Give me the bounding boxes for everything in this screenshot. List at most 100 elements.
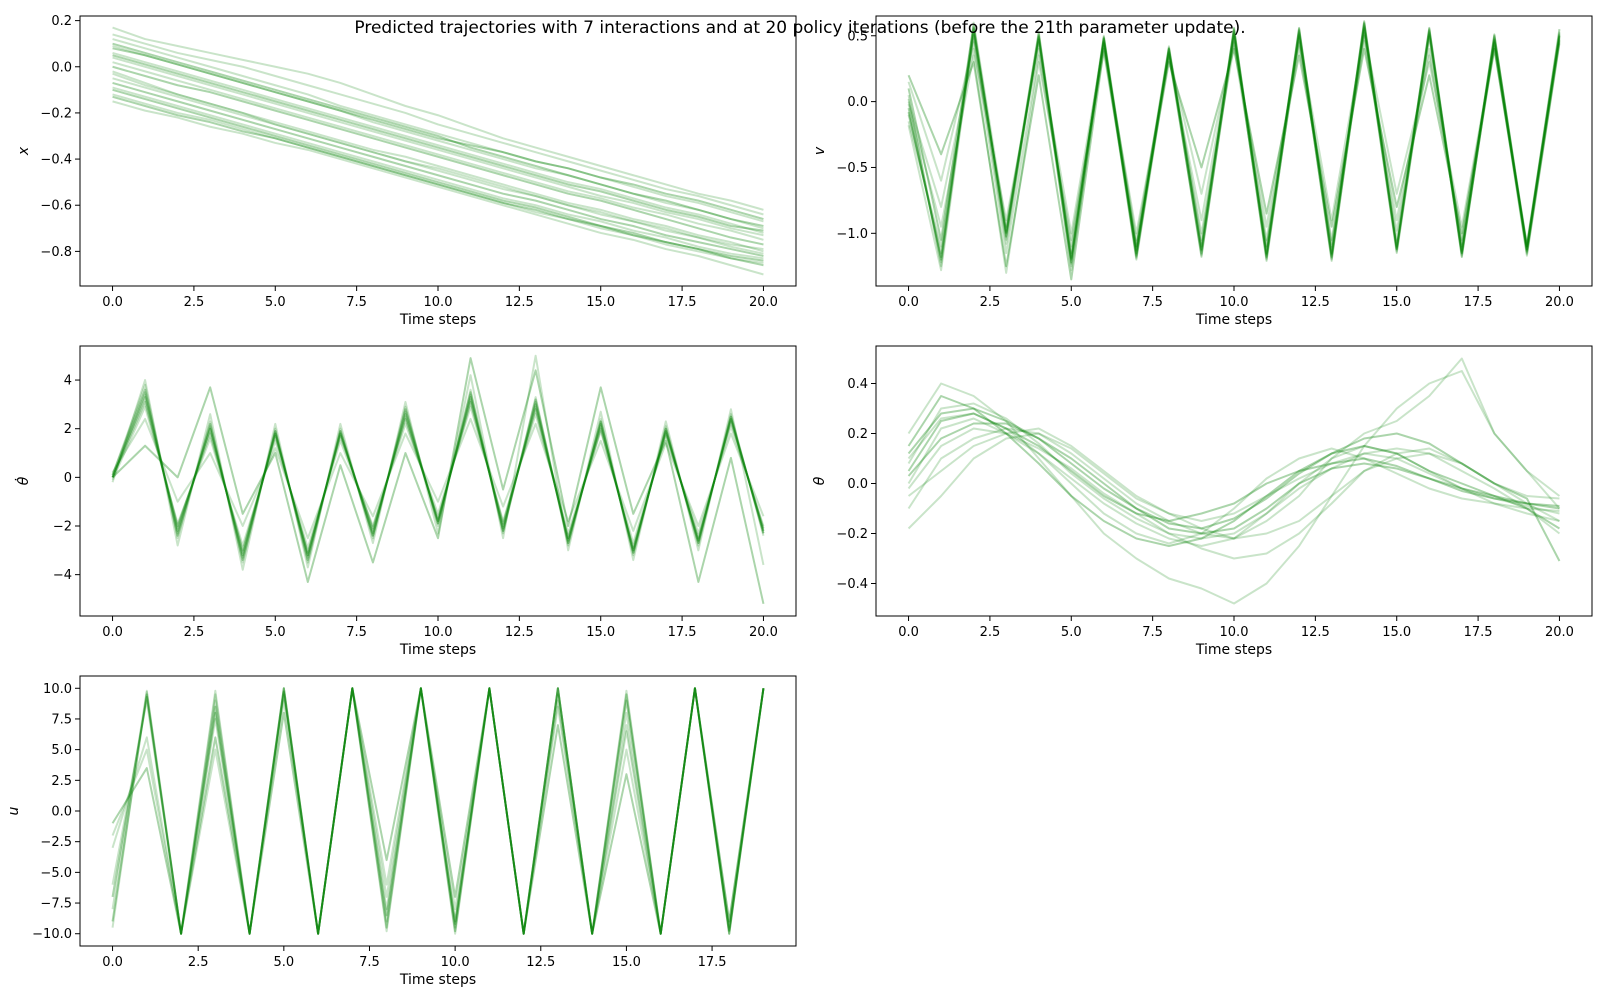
series-line-7: [907, 26, 1561, 272]
y-tick-label: −0.4: [836, 577, 868, 592]
y-tick-label: −4: [53, 568, 72, 583]
x-tick-label: 0.0: [102, 295, 123, 310]
series-line-1: [907, 21, 1561, 268]
x-tick-label: 0.0: [102, 955, 123, 970]
x-tick-label: 10.0: [1220, 625, 1249, 640]
series-line-2: [111, 687, 765, 935]
series-line-16: [112, 45, 764, 230]
x-axis-label: Time steps: [399, 312, 476, 328]
x-tick-label: 15.0: [586, 625, 615, 640]
x-tick-label: 20.0: [1545, 295, 1574, 310]
y-axis-label: v: [812, 146, 828, 155]
y-tick-label: 0.5: [847, 29, 868, 44]
series-line-0: [111, 687, 765, 935]
x-tick-label: 2.5: [184, 625, 205, 640]
series-line-9: [907, 422, 1561, 562]
x-tick-label: 17.5: [1464, 625, 1493, 640]
series-line-3: [111, 357, 765, 605]
y-tick-label: 0: [64, 471, 72, 486]
series-line-2: [907, 357, 1561, 540]
x-tick-label: 15.0: [1382, 295, 1411, 310]
subplot-v: 0.0 2.5 5.0 7.5 10.0 12.5 15.0 17.5 20.0 0.5 0.0 −0…: [812, 15, 1593, 328]
y-tick-label: 0.0: [847, 95, 868, 110]
series-group: [111, 687, 765, 935]
series-line-9: [112, 42, 764, 227]
y-tick-label: −7.5: [40, 897, 72, 912]
y-tick-label: −0.8: [40, 245, 72, 260]
series-line-2: [112, 100, 764, 276]
series-line-5: [111, 417, 765, 540]
x-tick-label: 12.5: [505, 625, 534, 640]
x-tick-label: 10.0: [1220, 295, 1249, 310]
x-tick-label: 15.0: [612, 955, 641, 970]
series-line-3: [112, 47, 764, 221]
x-axis-label: Time steps: [399, 642, 476, 658]
axes-frame: [79, 345, 797, 617]
x-tick-label: 5.0: [273, 955, 294, 970]
series-line-5: [111, 687, 765, 935]
y-tick-label: −0.6: [40, 199, 72, 214]
series-line-11: [907, 31, 1561, 274]
series-line-6: [112, 88, 764, 267]
y-tick-label: 0.0: [51, 60, 72, 75]
series-line-8: [112, 70, 764, 253]
x-tick-label: 7.5: [346, 625, 367, 640]
series-line-1: [112, 26, 764, 211]
x-tick-label: 10.0: [424, 295, 453, 310]
y-axis-label: θ̇: [14, 476, 32, 485]
y-tick-label: −0.2: [40, 106, 72, 121]
y-tick-label: −2.5: [40, 835, 72, 850]
series-line-5: [907, 34, 1561, 248]
axes-frame: [875, 345, 1593, 617]
x-tick-label: 15.0: [1382, 625, 1411, 640]
series-line-3: [907, 407, 1560, 535]
y-tick-label: 4: [64, 374, 72, 389]
figure-title: Predicted trajectories with 7 interactio…: [354, 18, 1245, 38]
series-line-1: [111, 383, 765, 564]
x-tick-label: 17.5: [1464, 295, 1493, 310]
x-tick-label: 15.0: [586, 295, 615, 310]
y-tick-label: 10.0: [43, 682, 72, 697]
y-tick-label: 2: [64, 422, 72, 437]
y-axis-label: u: [6, 806, 22, 815]
y-axis-label: x: [16, 146, 32, 156]
y-tick-label: 5.0: [51, 743, 72, 758]
series-line-8: [907, 32, 1561, 255]
series-line-10: [907, 427, 1560, 560]
series-line-2: [111, 405, 765, 549]
series-line-2: [907, 24, 1561, 255]
y-tick-label: 0.2: [847, 427, 868, 442]
series-line-0: [907, 21, 1561, 261]
x-tick-label: 17.5: [668, 625, 697, 640]
series-line-6: [111, 687, 765, 935]
y-tick-label: 0.0: [847, 477, 868, 492]
series-line-5: [907, 417, 1560, 547]
x-tick-label: 2.5: [184, 295, 205, 310]
x-tick-label: 10.0: [441, 955, 470, 970]
y-tick-label: −2: [53, 520, 72, 535]
series-line-1: [907, 370, 1561, 605]
series-line-4: [112, 77, 764, 255]
x-tick-label: 7.5: [346, 295, 367, 310]
subplot-theta-dot: 0.0 2.5 5.0 7.5 10.0 12.5 15.0 17.5 20.0 4 2 0 −2 −4 T…: [14, 345, 797, 658]
subplot-x: 0.0 2.5 5.0 7.5 10.0 12.5 15.0 17.5 20.0 0.2 0.0 −0…: [16, 14, 797, 328]
x-tick-label: 2.5: [980, 295, 1001, 310]
series-line-1: [111, 687, 765, 935]
y-tick-label: 7.5: [51, 712, 72, 727]
x-tick-label: 20.0: [749, 625, 778, 640]
y-tick-label: 0.4: [847, 377, 868, 392]
x-tick-label: 5.0: [265, 295, 286, 310]
x-tick-label: 5.0: [1061, 295, 1082, 310]
x-tick-label: 7.5: [1142, 625, 1163, 640]
x-tick-label: 2.5: [188, 955, 209, 970]
series-line-0: [111, 396, 765, 557]
series-line-6: [111, 400, 765, 554]
subplot-u: 0.0 2.5 5.0 7.5 10.0 12.5 15.0 17.5 10.0 7.5 5.0 2.…: [6, 675, 797, 988]
y-tick-label: −5.0: [40, 866, 72, 881]
y-tick-label: −1.0: [836, 227, 868, 242]
x-tick-label: 12.5: [1301, 625, 1330, 640]
series-line-15: [112, 95, 764, 262]
y-tick-label: 0.0: [51, 805, 72, 820]
axes-frame: [875, 15, 1593, 287]
y-tick-label: −0.5: [836, 161, 868, 176]
